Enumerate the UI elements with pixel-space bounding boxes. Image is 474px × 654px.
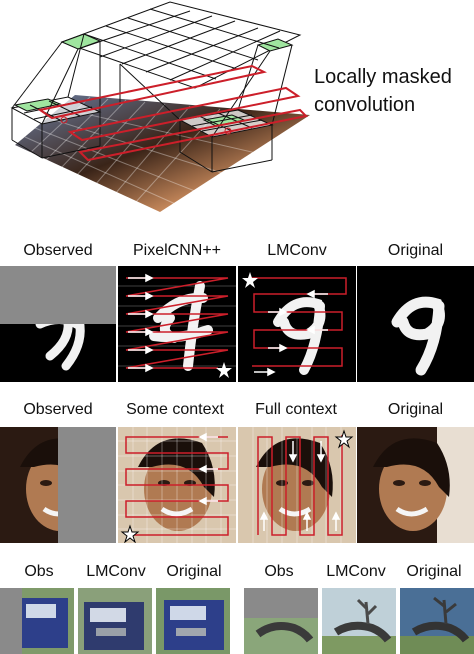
snake-order-path	[248, 277, 347, 367]
star-icon	[216, 362, 232, 378]
row2-original-image	[357, 427, 474, 543]
row3-label-lmconv-2: LMConv	[326, 563, 386, 580]
lmconv-diagram	[0, 0, 310, 215]
arrow-right-icon	[128, 273, 154, 373]
row2-full-context-image	[238, 427, 356, 543]
row2-observed-image	[0, 427, 116, 543]
row3-truck-original-image	[156, 588, 230, 654]
row3-deer-lmconv-image	[322, 588, 396, 654]
title-line-1: Locally masked	[314, 66, 452, 88]
star-icon	[334, 429, 354, 449]
row1-pixelcnn-image	[118, 266, 236, 382]
ordering-path	[37, 64, 309, 162]
row3-label-obs-1: Obs	[24, 563, 54, 580]
row1-label-original: Original	[387, 242, 444, 259]
output-grid	[60, 1, 302, 89]
raster-order-path	[125, 277, 229, 369]
row1-label-lmconv: LMConv	[267, 242, 327, 259]
arrow-left-icon	[198, 432, 218, 506]
title-line-2: convolution	[314, 94, 416, 116]
row2-label-observed: Observed	[23, 401, 93, 418]
figure-title: Locally masked convolution	[314, 63, 452, 119]
row2-label-original: Original	[387, 401, 444, 418]
row3-label-lmconv-1: LMConv	[86, 563, 146, 580]
row1-observed-image	[0, 266, 116, 382]
row3-truck-observed-image	[0, 588, 74, 654]
row3-label-original-1: Original	[166, 563, 222, 580]
arrow-up-icon	[259, 511, 341, 531]
row1-original-image	[357, 266, 474, 382]
row1-lmconv-image	[238, 266, 356, 382]
row2-label-full-context: Full context	[255, 401, 337, 418]
star-icon	[120, 524, 140, 543]
row3-deer-original-image	[400, 588, 474, 654]
row2-label-some-context: Some context	[126, 401, 224, 418]
star-icon	[242, 272, 258, 288]
arrow-down-icon	[288, 441, 326, 463]
row3-truck-lmconv-image	[78, 588, 152, 654]
column-order-path	[257, 435, 343, 536]
row1-label-pixelcnn: PixelCNN++	[132, 242, 222, 259]
snake-order-path	[125, 436, 229, 536]
row1-label-observed: Observed	[23, 242, 93, 259]
row3-label-obs-2: Obs	[264, 563, 294, 580]
row2-some-context-image	[118, 427, 236, 543]
row3-deer-observed-image	[244, 588, 318, 654]
arrow-left-icon	[254, 289, 328, 377]
row3-label-original-2: Original	[406, 563, 462, 580]
